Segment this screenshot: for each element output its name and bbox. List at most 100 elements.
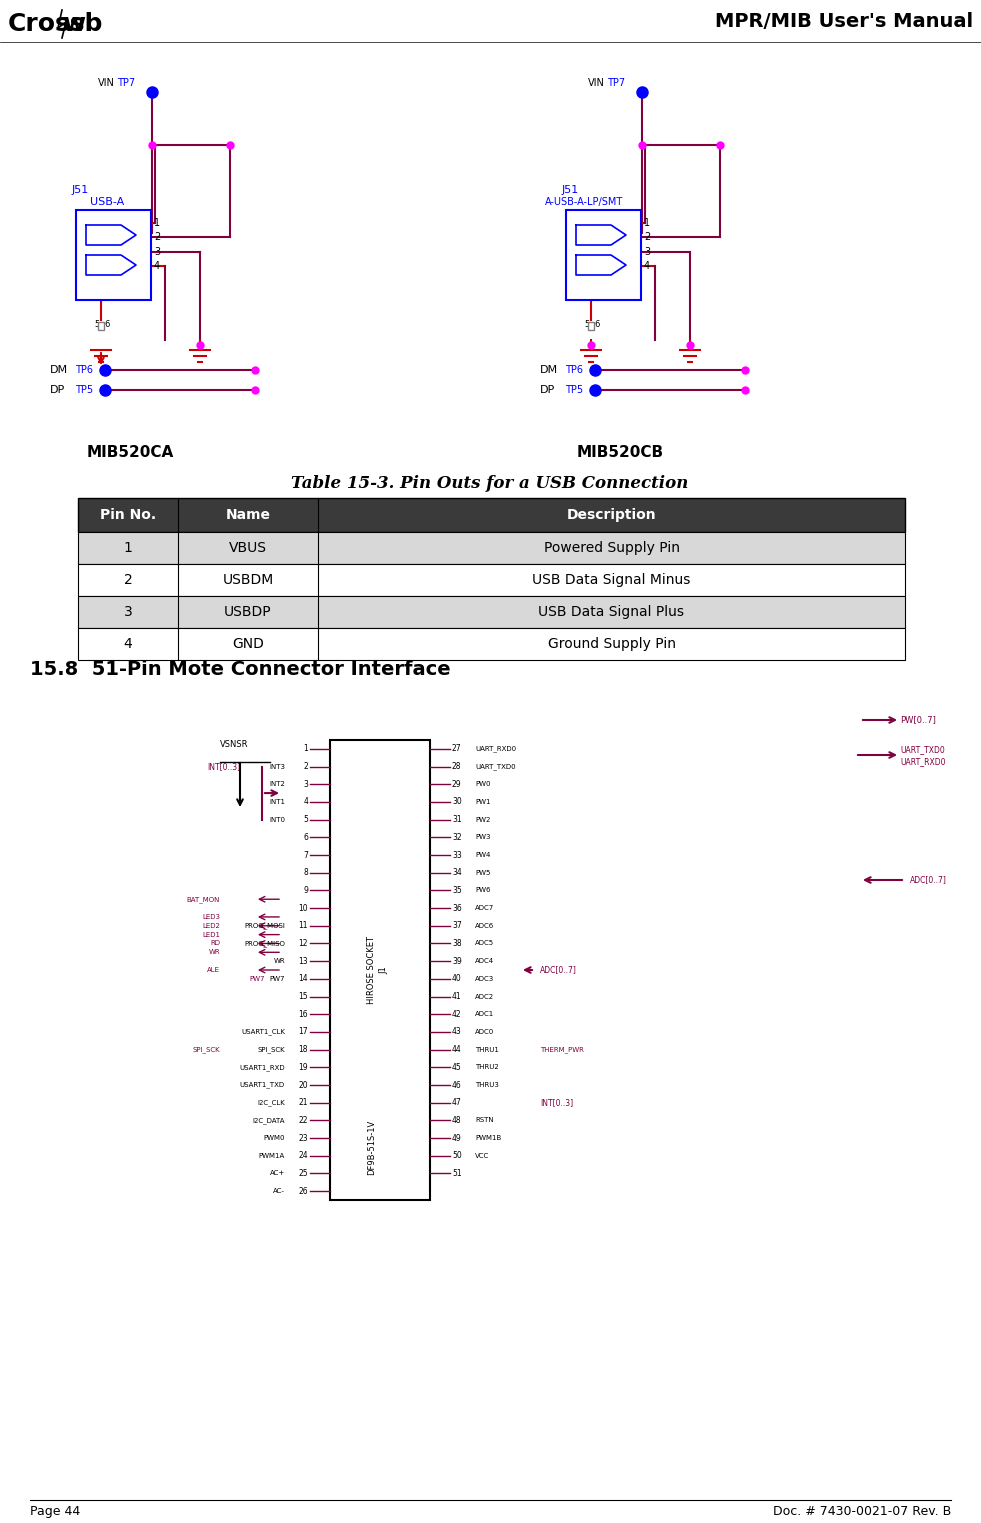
Text: 3: 3 bbox=[644, 247, 650, 257]
Text: 35: 35 bbox=[452, 886, 462, 896]
Text: PWM0: PWM0 bbox=[264, 1135, 285, 1141]
Text: 8: 8 bbox=[303, 868, 308, 877]
Text: 46: 46 bbox=[452, 1080, 462, 1089]
Text: PW[0..7]: PW[0..7] bbox=[900, 716, 936, 725]
Text: 18: 18 bbox=[298, 1045, 308, 1054]
Text: 29: 29 bbox=[452, 780, 462, 789]
Text: TP7: TP7 bbox=[117, 78, 135, 88]
Text: 1: 1 bbox=[124, 541, 132, 554]
Text: TP7: TP7 bbox=[607, 78, 625, 88]
Text: UART_TXD0: UART_TXD0 bbox=[900, 745, 945, 754]
Text: USBDM: USBDM bbox=[223, 573, 274, 586]
Text: 27: 27 bbox=[452, 745, 462, 754]
Text: ADC[0..7]: ADC[0..7] bbox=[540, 966, 577, 975]
Text: VCC: VCC bbox=[475, 1153, 490, 1159]
Text: 40: 40 bbox=[452, 975, 462, 984]
Bar bbox=[78, 498, 905, 532]
Text: ADC3: ADC3 bbox=[475, 976, 494, 982]
Text: PW7: PW7 bbox=[270, 976, 285, 982]
Text: 34: 34 bbox=[452, 868, 462, 877]
Text: I2C_DATA: I2C_DATA bbox=[252, 1116, 285, 1124]
Text: BAT_MON: BAT_MON bbox=[186, 896, 220, 903]
Text: ADC0: ADC0 bbox=[475, 1030, 494, 1036]
Bar bbox=[78, 532, 905, 564]
Text: THRU3: THRU3 bbox=[475, 1081, 499, 1087]
Text: INT3: INT3 bbox=[269, 763, 285, 769]
Text: 12: 12 bbox=[298, 940, 308, 947]
Text: TP5: TP5 bbox=[565, 385, 583, 394]
Text: 36: 36 bbox=[452, 903, 462, 912]
Text: 2: 2 bbox=[303, 762, 308, 771]
Text: 51: 51 bbox=[452, 1170, 462, 1177]
Text: PW4: PW4 bbox=[475, 851, 490, 857]
Text: Pin No.: Pin No. bbox=[100, 509, 156, 522]
Text: 16: 16 bbox=[298, 1010, 308, 1019]
Text: 22: 22 bbox=[298, 1116, 308, 1125]
Bar bbox=[330, 740, 430, 1200]
Text: 30: 30 bbox=[452, 798, 462, 806]
Text: 3: 3 bbox=[154, 247, 160, 257]
Text: DF9B-51S-1V: DF9B-51S-1V bbox=[368, 1119, 377, 1176]
Text: DM: DM bbox=[50, 366, 68, 375]
Text: Powered Supply Pin: Powered Supply Pin bbox=[543, 541, 680, 554]
Text: ADC4: ADC4 bbox=[475, 958, 494, 964]
Text: 3: 3 bbox=[124, 605, 132, 618]
Text: 20: 20 bbox=[298, 1080, 308, 1089]
Text: USART1_RXD: USART1_RXD bbox=[239, 1065, 285, 1071]
Text: 4: 4 bbox=[154, 260, 160, 271]
Text: INT[0..3]: INT[0..3] bbox=[540, 1098, 573, 1107]
Text: A-USB-A-LP/SMT: A-USB-A-LP/SMT bbox=[545, 196, 623, 207]
Bar bbox=[76, 210, 151, 300]
Text: 49: 49 bbox=[452, 1133, 462, 1142]
Text: TP6: TP6 bbox=[565, 366, 583, 375]
Text: 23: 23 bbox=[298, 1133, 308, 1142]
Text: 1: 1 bbox=[154, 218, 160, 228]
Text: PW3: PW3 bbox=[475, 835, 490, 841]
Text: UART_RXD0: UART_RXD0 bbox=[475, 745, 516, 752]
Text: HIROSE SOCKET: HIROSE SOCKET bbox=[368, 937, 377, 1004]
Text: 47: 47 bbox=[452, 1098, 462, 1107]
Text: 44: 44 bbox=[452, 1045, 462, 1054]
Text: I2C_CLK: I2C_CLK bbox=[257, 1100, 285, 1106]
Text: PW7: PW7 bbox=[249, 976, 265, 982]
Text: ADC7: ADC7 bbox=[475, 905, 494, 911]
Text: 6: 6 bbox=[104, 320, 109, 329]
Text: 24: 24 bbox=[298, 1151, 308, 1161]
Text: MPR/MIB User's Manual: MPR/MIB User's Manual bbox=[715, 12, 973, 30]
Text: INT1: INT1 bbox=[269, 800, 285, 806]
Text: TP6: TP6 bbox=[75, 366, 93, 375]
Text: PW2: PW2 bbox=[475, 816, 490, 822]
Bar bbox=[78, 564, 905, 595]
Text: Description: Description bbox=[567, 509, 656, 522]
Bar bbox=[78, 627, 905, 659]
Text: DP: DP bbox=[540, 385, 555, 394]
Text: 38: 38 bbox=[452, 940, 462, 947]
Bar bbox=[588, 321, 594, 330]
Text: 7: 7 bbox=[303, 850, 308, 859]
Text: 25: 25 bbox=[298, 1170, 308, 1177]
Text: 17: 17 bbox=[298, 1028, 308, 1037]
Text: 6: 6 bbox=[303, 833, 308, 842]
Text: 4: 4 bbox=[124, 637, 132, 650]
Text: 33: 33 bbox=[452, 850, 462, 859]
Text: SPI_SCK: SPI_SCK bbox=[257, 1046, 285, 1052]
Bar bbox=[78, 595, 905, 627]
Text: LED2: LED2 bbox=[202, 923, 220, 929]
Text: VBUS: VBUS bbox=[229, 541, 267, 554]
Text: RD: RD bbox=[210, 941, 220, 946]
Text: Crossb: Crossb bbox=[8, 12, 103, 37]
Text: THRU1: THRU1 bbox=[475, 1046, 499, 1052]
Text: 37: 37 bbox=[452, 921, 462, 931]
Text: USB Data Signal Plus: USB Data Signal Plus bbox=[539, 605, 685, 618]
Text: w: w bbox=[62, 12, 85, 37]
Text: 10: 10 bbox=[298, 903, 308, 912]
Text: 19: 19 bbox=[298, 1063, 308, 1072]
Text: VIN: VIN bbox=[98, 78, 115, 88]
Text: UART_TXD0: UART_TXD0 bbox=[475, 763, 516, 771]
Text: Table 15-3. Pin Outs for a USB Connection: Table 15-3. Pin Outs for a USB Connectio… bbox=[291, 475, 689, 492]
Text: PW1: PW1 bbox=[475, 800, 490, 806]
Text: TP5: TP5 bbox=[75, 385, 93, 394]
Text: ADC5: ADC5 bbox=[475, 941, 494, 946]
Text: USB Data Signal Minus: USB Data Signal Minus bbox=[533, 573, 691, 586]
Text: 32: 32 bbox=[452, 833, 462, 842]
